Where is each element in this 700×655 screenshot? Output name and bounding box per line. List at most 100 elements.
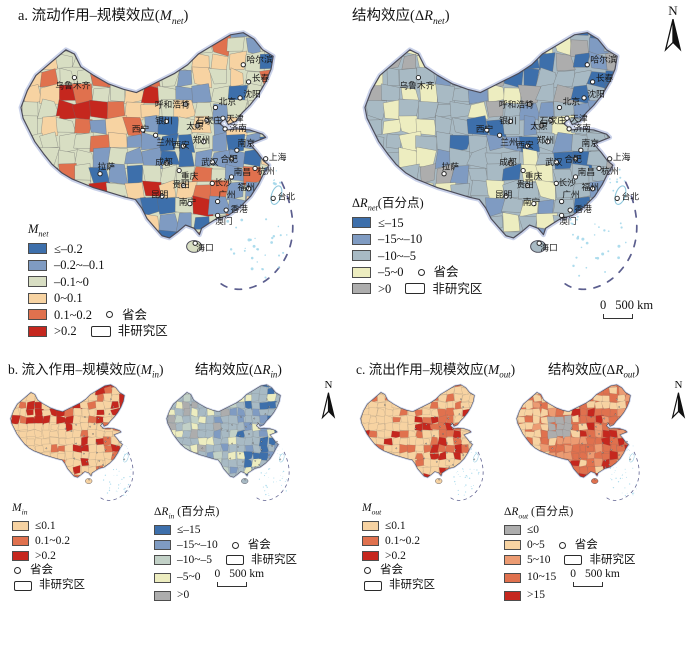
title-text: ) (634, 362, 640, 377)
taiwan-island (279, 453, 285, 463)
legend-item: ≤0.1 (362, 520, 435, 533)
svg-text:杭州: 杭州 (601, 165, 619, 176)
legend-label: ≤–15 (177, 523, 201, 536)
svg-text:合肥: 合肥 (220, 153, 238, 164)
capital-label: 省会 (433, 265, 459, 280)
capital-icon (14, 567, 21, 575)
capital-legend: 省会 (231, 539, 271, 552)
svg-text:西宁: 西宁 (132, 123, 150, 134)
legend-label: >0.2 (35, 549, 56, 562)
svg-text:哈尔滨: 哈尔滨 (246, 54, 272, 65)
legend-item: >0.2 非研究区 (28, 324, 168, 338)
legend-swatch (362, 521, 379, 532)
svg-text:银川: 银川 (499, 115, 516, 126)
svg-text:台北: 台北 (277, 190, 295, 201)
title-text: c. 流出作用–规模效应( (356, 362, 488, 377)
svg-text:澳门: 澳门 (559, 215, 577, 226)
legend-title: Min (12, 502, 28, 517)
title-text: b. 流入作用–规模效应( (8, 362, 141, 377)
svg-text:北京: 北京 (563, 95, 581, 106)
svg-text:上海: 上海 (269, 151, 287, 162)
scale-distance: 500 km (584, 568, 620, 581)
svg-text:拉萨: 拉萨 (98, 160, 116, 171)
title-text: 结构效应(Δ (195, 362, 263, 377)
legend-item: 0.1~0.2 省会 (28, 308, 168, 322)
capital-legend: 省会 (364, 564, 403, 577)
legend-label: ≤–15 (378, 215, 404, 230)
scale-distance: 500 km (229, 568, 265, 581)
legend-drin: ΔRin (百分点) ≤–15 –15~–10 省会 –10~–5 非研究区 –5~0 0 50… (154, 506, 297, 604)
svg-text:广州: 广州 (218, 188, 236, 199)
legend-label: –0.1~0 (54, 274, 89, 289)
title-text: ) (158, 362, 164, 377)
legend-label: >0.2 (385, 549, 406, 562)
nonstudy-legend: 非研究区 (225, 554, 297, 567)
china-border (20, 32, 274, 239)
legend-swatch (28, 325, 47, 337)
scale-bracket (603, 314, 633, 319)
title-var: R (615, 362, 624, 377)
svg-text:郑州: 郑州 (193, 134, 211, 145)
svg-text:成都: 成都 (499, 156, 517, 167)
legend-title: Mout (362, 502, 382, 517)
nonstudy-icon (225, 554, 244, 565)
svg-text:太原: 太原 (530, 120, 548, 131)
legend-item: –5~0 0 500 km (154, 568, 297, 588)
legend-mnet: Mnet ≤–0.2 –0.2~–0.1 –0.1~0 0~0.1 0.1~0.2 省会 >0… (28, 222, 168, 341)
svg-text:福州: 福州 (582, 181, 600, 192)
svg-text:海口: 海口 (540, 242, 558, 253)
legend-swatch (154, 540, 171, 551)
legend-label: –10~–5 (378, 248, 417, 263)
svg-text:澳门: 澳门 (215, 215, 233, 226)
svg-text:昆明: 昆明 (495, 189, 513, 199)
title-var: M (140, 362, 152, 377)
svg-text:上海: 上海 (613, 151, 631, 162)
china-border (364, 32, 618, 239)
nonstudy-label: 非研究区 (117, 324, 168, 339)
legend-label: 0~5 (527, 538, 545, 551)
legend-item: 0~5 省会 (504, 539, 635, 552)
nonstudy-icon (364, 580, 382, 591)
scale-bar: 0 500 km (570, 568, 620, 588)
capital-icon (558, 541, 566, 549)
svg-text:广州: 广州 (562, 188, 580, 199)
panel-c2-title: 结构效应(ΔRout) (548, 358, 639, 380)
china-map-mout (359, 383, 484, 501)
nonstudy-legend: 非研究区 (405, 282, 482, 296)
svg-text:武汉: 武汉 (201, 156, 219, 167)
hainan-island (186, 240, 203, 253)
legend-title: Mnet (28, 222, 49, 239)
north-needle-icon (664, 18, 682, 52)
svg-text:西安: 西安 (516, 139, 534, 150)
legend-swatch (12, 521, 29, 532)
svg-text:贵阳: 贵阳 (172, 179, 190, 190)
svg-text:南京: 南京 (582, 137, 600, 148)
legend-label: ≤0.1 (35, 519, 56, 532)
scale-bar: 0 500 km (214, 568, 265, 588)
legend-item: >15 (504, 589, 635, 602)
legend-swatch (12, 536, 29, 547)
nonstudy-icon (90, 325, 111, 337)
china-border (10, 384, 125, 478)
svg-text:天津: 天津 (570, 113, 588, 123)
hainan-island (85, 478, 93, 484)
legend-item: >0 (154, 589, 297, 602)
legend-swatch (28, 292, 47, 304)
panel-a-title: a. 流动作用–规模效应(Mnet) (18, 4, 188, 27)
title-sub: out (499, 369, 511, 380)
taiwan-island (123, 453, 129, 463)
svg-text:重庆: 重庆 (181, 170, 199, 181)
svg-text:海口: 海口 (196, 242, 214, 253)
panel-a2-title: 结构效应(ΔRnet) (352, 4, 450, 27)
title-sub: in (270, 369, 278, 380)
nonstudy-label: 非研究区 (589, 553, 636, 566)
hainan-island (591, 478, 599, 484)
scale-bar: 0 500 km (586, 298, 653, 319)
hainan-island (530, 240, 547, 253)
north-arrow: N (670, 380, 687, 424)
china-map-min (9, 383, 134, 501)
legend-swatch (362, 536, 379, 547)
legend-drout: ΔRout (百分点) ≤0 0~5 省会 5~10 非研究区 10~15 0 500 km >1… (504, 506, 635, 604)
legend-swatch (504, 572, 521, 583)
